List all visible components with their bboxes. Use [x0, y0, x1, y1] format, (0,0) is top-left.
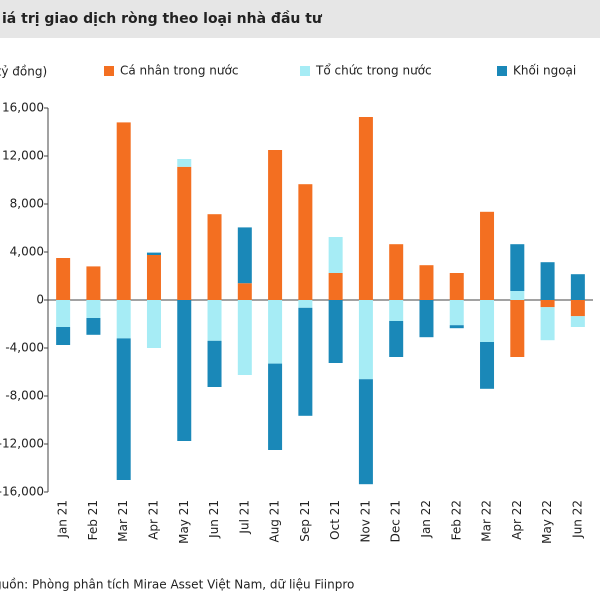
bar-segment	[540, 300, 555, 308]
bar-segment	[56, 300, 71, 327]
legend-label: Cá nhân trong nước	[120, 64, 238, 78]
x-tick-label: Aug 21	[268, 500, 282, 543]
x-tick-label: Mar 21	[116, 500, 130, 542]
x-tick-label: Jan 21	[56, 500, 70, 539]
y-tick-label: -4,000	[5, 341, 44, 355]
bar-segment	[56, 258, 71, 300]
x-tick-label: Feb 22	[449, 500, 463, 540]
bar-segment	[389, 321, 404, 357]
legend-swatch	[497, 66, 507, 76]
y-tick-label: 12,000	[2, 149, 44, 163]
legend-label: Khối ngoại	[513, 64, 576, 78]
bar-segment	[237, 283, 252, 300]
bar-segment	[358, 300, 373, 380]
bar-segment	[177, 166, 192, 300]
bar-segment	[480, 342, 495, 389]
x-tick-label: May 21	[177, 500, 191, 544]
bar-segment	[146, 255, 161, 300]
y-tick-label: -12,000	[0, 437, 44, 451]
x-tick-label: Dec 21	[389, 500, 403, 542]
bar-segment	[177, 159, 192, 167]
y-tick-label: -16,000	[0, 485, 44, 499]
bar-segment	[237, 227, 252, 284]
bar-segment	[570, 316, 585, 327]
y-tick-label: 8,000	[10, 197, 44, 211]
bar-segment	[207, 300, 222, 341]
bar-segment	[268, 363, 283, 450]
bar-segment	[56, 327, 71, 345]
bar-segment	[510, 300, 525, 357]
bar-segment	[207, 340, 222, 387]
x-tick-label: Oct 21	[328, 500, 342, 540]
x-tick-label: May 22	[540, 500, 554, 544]
y-tick-label: 4,000	[10, 245, 44, 259]
bar-segment	[449, 325, 464, 329]
y-tick-label: 0	[36, 293, 44, 307]
x-tick-label: Jul 21	[237, 500, 251, 535]
bar-segment	[419, 300, 434, 338]
chart-title: iá trị giao dịch ròng theo loại nhà đầu …	[2, 10, 323, 27]
bar-segment	[389, 300, 404, 321]
legend-swatch	[104, 66, 114, 76]
y-tick-label: -8,000	[5, 389, 44, 403]
bar-segment	[86, 266, 101, 300]
x-tick-label: Mar 22	[480, 500, 494, 542]
bar-segment	[268, 300, 283, 364]
bar-segment	[146, 252, 161, 255]
bar-segment	[177, 300, 192, 441]
x-tick-label: Apr 21	[146, 500, 160, 540]
bar-segment	[389, 244, 404, 300]
bar-segment	[449, 273, 464, 300]
bar-segment	[328, 237, 343, 273]
bar-segment	[480, 211, 495, 300]
x-tick-label: Jun 22	[570, 500, 584, 539]
bar-segment	[358, 379, 373, 485]
bar-segment	[298, 184, 313, 300]
x-tick-label: Nov 21	[358, 500, 372, 543]
bar-segment	[358, 117, 373, 300]
bar-segment	[540, 262, 555, 300]
x-tick-label: Jan 22	[419, 500, 433, 539]
bar-segment	[298, 300, 313, 308]
bar-segment	[116, 122, 131, 301]
bar-segment	[116, 300, 131, 339]
bar-segment	[510, 244, 525, 291]
title-band	[0, 0, 600, 38]
y-tick-label: 16,000	[2, 101, 44, 115]
bar-segment	[570, 300, 585, 317]
y-axis-label: (tỷ đồng)	[0, 65, 47, 79]
bar-segment	[480, 300, 495, 342]
bar-segment	[146, 300, 161, 348]
bar-segment	[540, 307, 555, 341]
bar-segment	[570, 274, 585, 300]
bar-segment	[328, 300, 343, 363]
bar-segment	[268, 150, 283, 300]
x-tick-label: Feb 21	[86, 500, 100, 540]
bar-segment	[207, 214, 222, 300]
bar-segment	[328, 273, 343, 300]
x-tick-label: Sep 21	[298, 500, 312, 542]
legend-swatch	[300, 66, 310, 76]
bar-segment	[298, 307, 313, 416]
bar-segment	[449, 300, 464, 326]
bar-segment	[419, 265, 434, 300]
bar-segment	[86, 300, 101, 318]
bar-segment	[86, 318, 101, 335]
bar-segment	[510, 291, 525, 300]
x-tick-label: Jun 21	[207, 500, 221, 539]
x-tick-label: Apr 22	[510, 500, 524, 540]
bar-segment	[116, 338, 131, 480]
legend-label: Tổ chức trong nước	[315, 64, 432, 78]
bar-segment	[237, 300, 252, 375]
source: guồn: Phòng phân tích Mirae Asset Việt N…	[0, 578, 354, 592]
